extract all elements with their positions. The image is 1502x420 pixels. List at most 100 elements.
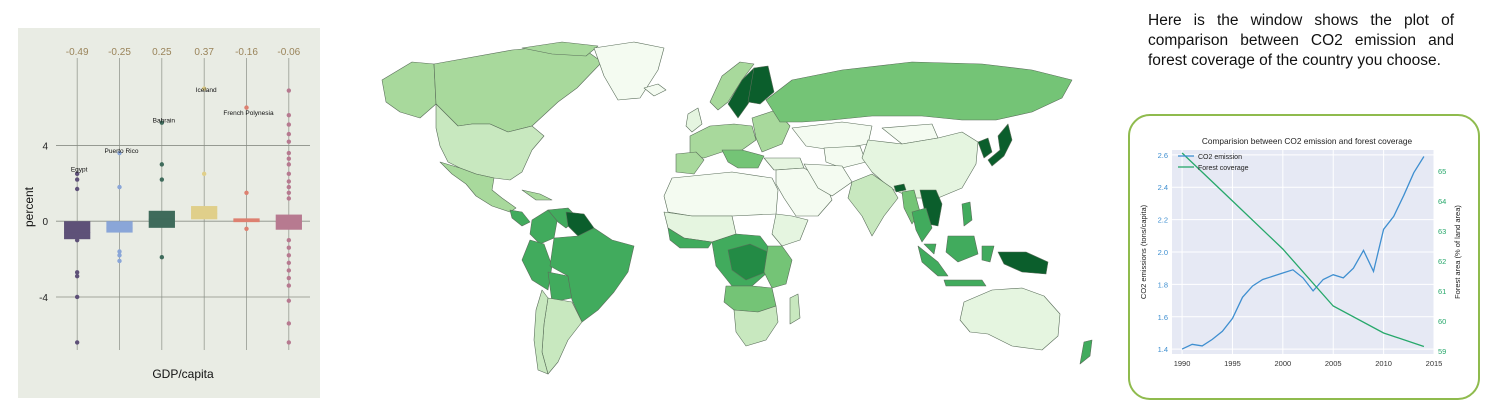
y-axis-label: percent: [22, 186, 36, 227]
outlier-point: [286, 268, 292, 273]
line-chart-frame: Comparision between CO2 emission and for…: [1128, 114, 1480, 400]
region-india: [847, 173, 899, 237]
line-chart: Comparision between CO2 emission and for…: [1139, 136, 1462, 368]
outlier-point: [286, 150, 292, 156]
x-tick-label: 2010: [1375, 359, 1392, 368]
region-iran-afghanistan: [803, 163, 853, 197]
region-peru: [521, 239, 553, 291]
y-right-tick-label: 59: [1438, 347, 1446, 356]
series-line-co2: [1181, 156, 1425, 350]
y-right-tick-label: 64: [1438, 197, 1446, 206]
region-guinea-coast: [667, 227, 713, 249]
boxplot-panel: -4 0 4 -0.49 Egypt -0.25 Puerto Rico 0.25 Bahrai…: [18, 28, 320, 398]
x-tick-label: 1995: [1224, 359, 1241, 368]
region-malaysia-borneo: [923, 235, 979, 263]
region-east-africa: [763, 245, 793, 289]
outlier-point: [74, 340, 80, 345]
region-horn-of-africa: [771, 213, 809, 247]
region-iberia: [675, 151, 705, 175]
region-caribbean: [521, 189, 553, 201]
point-annotation: Iceland: [196, 87, 217, 94]
outlier-point: [286, 179, 292, 184]
coefficient-label: 0.25: [152, 47, 172, 58]
region-angola-zambia: [723, 285, 777, 313]
box: [64, 221, 91, 240]
region-usa: [435, 103, 545, 181]
x-tick-label: 2000: [1275, 359, 1292, 368]
outlier-point: [286, 275, 292, 281]
region-southern-africa: [733, 305, 779, 347]
coefficient-label: -0.06: [277, 47, 300, 58]
outlier-point: [286, 112, 292, 118]
world-map-panel: [372, 40, 1122, 380]
y-tick-label: 4: [42, 141, 48, 152]
point-annotation: French Polynesia: [223, 110, 274, 117]
region-finland: [747, 65, 775, 105]
region-brazil: [549, 227, 635, 323]
outlier-point: [74, 273, 80, 279]
outlier-point: [74, 294, 80, 300]
region-greenland: [593, 41, 665, 101]
outlier-point: [286, 196, 292, 201]
region-china: [861, 131, 979, 199]
outlier-point: [74, 171, 80, 177]
outlier-point: [159, 162, 165, 167]
outlier-point: [244, 105, 249, 110]
outlier-point: [74, 177, 80, 182]
y-right-tick-label: 62: [1438, 257, 1446, 266]
boxplot-chart: -4 0 4 -0.49 Egypt -0.25 Puerto Rico 0.25 Bahrai…: [22, 47, 310, 381]
region-canada-islands: [521, 41, 599, 57]
region-thailand-cambodia: [911, 207, 933, 243]
y-right-tick-label: 61: [1438, 287, 1446, 296]
outlier-point: [286, 122, 292, 127]
y-right-tick-label: 60: [1438, 317, 1446, 326]
y-tick-label: 1.6: [1158, 313, 1168, 322]
y-tick-label: 1.4: [1158, 345, 1168, 354]
region-iceland: [643, 83, 667, 97]
outlier-point: [286, 298, 292, 303]
outlier-point: [117, 184, 122, 190]
y-tick-label: 1.8: [1158, 280, 1168, 289]
point-annotation: Bahrain: [153, 118, 176, 125]
outlier-point: [201, 209, 207, 214]
region-new-guinea: [997, 251, 1049, 275]
outlier-point: [286, 321, 292, 326]
region-new-zealand: [1079, 339, 1093, 365]
region-argentina: [541, 297, 583, 375]
x-tick-label: 1990: [1174, 359, 1191, 368]
outlier-point: [286, 245, 292, 250]
description-text: Here is the window shows the plot of com…: [1148, 12, 1454, 69]
y-tick-label: 2.0: [1158, 248, 1168, 257]
outlier-point: [286, 253, 292, 258]
series-line-forest: [1181, 152, 1425, 348]
outlier-point: [244, 190, 249, 195]
outlier-point: [286, 260, 292, 266]
outlier-point: [201, 171, 207, 177]
x-tick-label: 2005: [1325, 359, 1342, 368]
outlier-point: [74, 270, 80, 275]
coefficient-label: -0.49: [66, 47, 89, 58]
outlier-point: [286, 190, 292, 195]
world-choropleth-map: [381, 41, 1093, 375]
outlier-point: [286, 139, 292, 144]
chart-title: Comparision between CO2 emission and for…: [1202, 136, 1413, 146]
region-philippines: [961, 201, 973, 227]
outlier-point: [286, 340, 292, 345]
y-tick-label: 2.2: [1158, 216, 1168, 225]
x-axis-label: GDP/capita: [152, 367, 214, 381]
outlier-point: [244, 226, 249, 231]
outlier-point: [286, 162, 292, 167]
outlier-point: [286, 283, 292, 288]
region-madagascar: [789, 293, 801, 325]
y-tick-label: 2.6: [1158, 151, 1168, 160]
box: [106, 221, 133, 233]
point-annotation: Puerto Rico: [105, 148, 139, 155]
region-chile: [533, 289, 549, 375]
outlier-point: [74, 237, 80, 243]
region-laos-vietnam: [919, 189, 943, 227]
outlier-point: [286, 156, 292, 161]
coefficient-label: -0.16: [235, 47, 258, 58]
region-norway: [709, 61, 755, 111]
outlier-point: [117, 249, 122, 254]
legend-label: CO2 emission: [1198, 154, 1242, 161]
